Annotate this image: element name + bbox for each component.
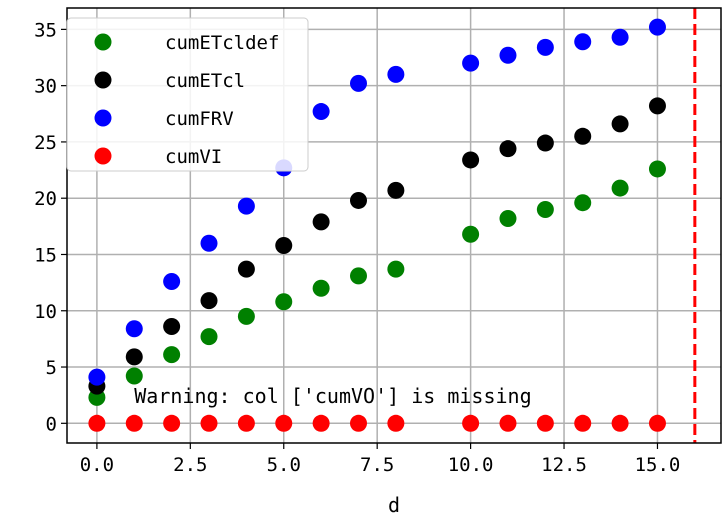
point-cumETcl (349, 191, 367, 209)
y-tick-label: 30 (34, 76, 57, 98)
point-cumFRV (200, 234, 218, 252)
point-cumETcl (275, 236, 293, 254)
point-cumVI (200, 414, 218, 432)
x-tick-label: 10.0 (448, 454, 494, 476)
point-cumETcldef (536, 200, 554, 218)
missing-column-warning: Warning: col ['cumVO'] is missing (134, 384, 531, 408)
point-cumETcl (163, 318, 181, 336)
legend-marker-cumETcl (94, 71, 112, 89)
point-cumETcldef (611, 179, 629, 197)
point-cumFRV (237, 197, 255, 215)
y-tick-label: 5 (46, 357, 57, 379)
point-cumFRV (462, 54, 480, 72)
point-cumETcldef (163, 346, 181, 364)
point-cumETcldef (648, 160, 666, 178)
point-cumVI (88, 414, 106, 432)
point-cumETcldef (499, 209, 517, 227)
point-cumETcl (200, 292, 218, 310)
point-cumETcldef (237, 307, 255, 325)
point-cumFRV (88, 368, 106, 386)
point-cumETcl (536, 134, 554, 152)
point-cumETcl (499, 140, 517, 158)
x-tick-label: 2.5 (173, 454, 207, 476)
legend: cumETcldef cumETcl cumFRV cumVI (66, 17, 309, 172)
point-cumFRV (648, 18, 666, 36)
point-cumETcl (462, 151, 480, 169)
point-cumETcl (574, 127, 592, 145)
point-cumETcl (648, 97, 666, 115)
x-tick-label: 0.0 (80, 454, 114, 476)
point-cumETcldef (574, 194, 592, 212)
point-cumETcldef (312, 279, 330, 297)
point-cumFRV (536, 38, 554, 56)
point-cumVI (312, 414, 330, 432)
legend-marker-cumFRV (94, 109, 112, 127)
point-cumETcldef (125, 367, 143, 385)
point-cumVI (611, 414, 629, 432)
legend-label-cumETcldef: cumETcldef (165, 32, 279, 54)
point-cumFRV (163, 272, 181, 290)
point-cumETcldef (200, 328, 218, 346)
point-cumETcl (125, 348, 143, 366)
x-tick-label: 12.5 (541, 454, 587, 476)
point-cumETcl (237, 260, 255, 278)
x-tick-label: 5.0 (267, 454, 301, 476)
x-tick-label: 7.5 (360, 454, 394, 476)
point-cumETcldef (349, 267, 367, 285)
point-cumFRV (387, 65, 405, 83)
y-tick-label: 20 (34, 188, 57, 210)
point-cumVI (462, 414, 480, 432)
point-cumETcldef (275, 293, 293, 311)
legend-marker-cumVI (94, 147, 112, 165)
point-cumFRV (349, 74, 367, 92)
grid (67, 8, 721, 443)
point-cumFRV (312, 103, 330, 121)
point-cumETcldef (462, 225, 480, 243)
x-tick-label: 15.0 (635, 454, 681, 476)
point-cumFRV (574, 33, 592, 51)
y-tick-label: 15 (34, 244, 57, 266)
ticks-layer: 0.0 2.5 5.0 7.5 10.0 12.5 15.0 0 5 10 15 20 25 30 35 (34, 19, 680, 476)
point-cumFRV (499, 46, 517, 64)
legend-label-cumFRV: cumFRV (165, 108, 234, 130)
point-cumETcl (387, 181, 405, 199)
legend-label-cumETcl: cumETcl (165, 70, 245, 92)
point-cumVI (163, 414, 181, 432)
point-cumVI (125, 414, 143, 432)
legend-marker-cumETcldef (94, 33, 112, 51)
point-cumETcl (611, 115, 629, 133)
plot-frame (66, 7, 722, 444)
point-cumVI (574, 414, 592, 432)
legend-label-cumVI: cumVI (165, 146, 222, 168)
legend-box (66, 17, 309, 172)
point-cumVI (648, 414, 666, 432)
point-cumVI (349, 414, 367, 432)
point-cumVI (499, 414, 517, 432)
point-cumETcl (312, 213, 330, 231)
point-cumVI (387, 414, 405, 432)
point-cumETcldef (387, 260, 405, 278)
y-tick-label: 10 (34, 301, 57, 323)
point-cumFRV (611, 28, 629, 46)
y-tick-label: 35 (34, 19, 57, 41)
y-tick-label: 25 (34, 132, 57, 154)
point-cumFRV (125, 320, 143, 338)
x-axis-label: d (388, 493, 400, 517)
y-tick-label: 0 (46, 413, 57, 435)
point-cumVI (237, 414, 255, 432)
point-cumVI (275, 414, 293, 432)
point-cumVI (536, 414, 554, 432)
